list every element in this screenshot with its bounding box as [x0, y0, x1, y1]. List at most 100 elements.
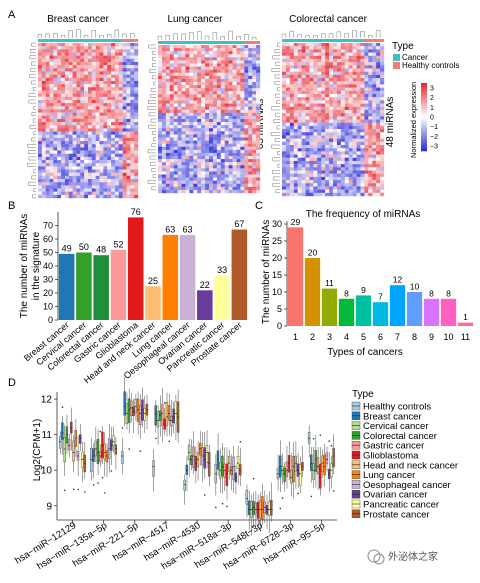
- heatmap-cell: [197, 88, 202, 92]
- heatmap-cell: [161, 69, 167, 73]
- heatmap-cell: [209, 60, 214, 64]
- heatmap-cell: [364, 167, 369, 171]
- heatmap-cell: [103, 77, 108, 82]
- heatmap-cell: [248, 149, 253, 154]
- heatmap-cell: [161, 85, 167, 89]
- heatmap-cell: [193, 48, 198, 52]
- heatmap-cell: [380, 138, 385, 143]
- panel-b-bar-value: 22: [200, 280, 210, 290]
- heatmap-cell: [134, 188, 139, 192]
- heatmap-cell: [248, 186, 253, 191]
- heatmap-cell: [165, 112, 170, 117]
- heatmap-cell: [212, 51, 218, 55]
- heatmap-cell: [305, 87, 310, 92]
- heatmap-annotation-cell: [169, 41, 174, 44]
- heatmap-cell: [118, 87, 123, 91]
- heatmap-cell: [57, 153, 62, 158]
- panel-d-box: [112, 435, 115, 446]
- heatmap-cell: [348, 103, 353, 107]
- heatmap-cell: [297, 189, 302, 194]
- heatmap-annotation-cell: [99, 39, 104, 42]
- heatmap-cell: [189, 156, 194, 160]
- heatmap-cell: [68, 77, 73, 82]
- heatmap-annotation-cell: [201, 41, 206, 44]
- heatmap-cell: [376, 90, 381, 95]
- heatmap-cell: [99, 49, 104, 53]
- heatmap-cell: [228, 128, 233, 132]
- panel-d-box: [299, 464, 302, 486]
- heatmap-cell: [352, 71, 357, 76]
- heatmap-cell: [380, 87, 385, 92]
- heatmap-cell: [305, 58, 310, 63]
- heatmap-cell: [130, 131, 135, 135]
- heatmap-cell: [205, 54, 210, 58]
- heatmap-cell: [45, 87, 50, 91]
- heatmap-cell: [348, 180, 353, 184]
- heatmap-cell: [99, 185, 104, 189]
- heatmap-cell: [236, 140, 241, 144]
- heatmap-cell: [122, 80, 127, 85]
- heatmap-cell: [209, 189, 214, 194]
- heatmap-cell: [185, 134, 190, 138]
- heatmap-cell: [76, 46, 81, 50]
- heatmap-cell: [158, 180, 163, 184]
- heatmap-cell: [126, 141, 131, 145]
- heatmap-cell: [134, 150, 139, 154]
- heatmap-cell: [61, 80, 66, 85]
- heatmap-cell: [173, 88, 178, 92]
- heatmap-cell: [53, 46, 58, 50]
- heatmap-cell: [126, 55, 131, 60]
- panel-d-box: [183, 479, 186, 491]
- heatmap-cell: [282, 74, 287, 79]
- heatmap-cell: [333, 125, 338, 130]
- heatmap-cell: [293, 94, 298, 98]
- heatmap-cell: [364, 138, 369, 143]
- heatmap-cell: [53, 182, 58, 186]
- heatmap-cell: [111, 172, 116, 177]
- heatmap-cell: [333, 74, 338, 79]
- heatmap-cell: [220, 106, 225, 110]
- heatmap-annotation-cell: [333, 39, 338, 42]
- heatmap-cell: [169, 94, 174, 98]
- heatmap-cell: [165, 115, 170, 120]
- heatmap-cell: [329, 97, 334, 101]
- heatmap-cell: [158, 57, 163, 61]
- heatmap-cell: [282, 94, 287, 98]
- heatmap-cell: [364, 109, 369, 114]
- heatmap-cell: [236, 156, 241, 160]
- heatmap-cell: [372, 113, 377, 117]
- heatmap-annotation-cell: [317, 39, 322, 42]
- heatmap-cell: [220, 186, 225, 191]
- heatmap-cell: [309, 106, 314, 111]
- heatmap-cell: [209, 137, 214, 141]
- heatmap-cell: [216, 149, 221, 154]
- heatmap-cell: [212, 159, 218, 163]
- heatmap-cell: [189, 88, 194, 92]
- heatmap-cell: [368, 160, 373, 165]
- heatmap-cell: [103, 43, 108, 47]
- heatmap-cell: [313, 81, 318, 85]
- heatmap-cell: [80, 175, 85, 180]
- heatmap-cell: [376, 52, 381, 56]
- heatmap-cell: [209, 143, 214, 147]
- heatmap-cell: [103, 147, 108, 151]
- heatmap-cell: [356, 125, 361, 130]
- heatmap-cell: [282, 129, 287, 133]
- heatmap-cell: [114, 125, 119, 129]
- heatmap-cell: [205, 134, 210, 138]
- heatmap-cell: [209, 177, 214, 181]
- heatmap-cell: [293, 81, 298, 85]
- heatmap-cell: [244, 60, 249, 64]
- heatmap-cell: [297, 135, 302, 139]
- heatmap-cell: [285, 173, 291, 178]
- heatmap-cell: [313, 106, 318, 111]
- heatmap-cell: [252, 82, 257, 86]
- heatmap-cell: [126, 172, 131, 177]
- heatmap-cell: [252, 103, 257, 107]
- heatmap-cell: [161, 149, 167, 154]
- heatmap-cell: [340, 192, 345, 197]
- panel-b-ytick-label: 60: [43, 234, 53, 244]
- heatmap-cell: [126, 65, 131, 69]
- heatmap-cell: [352, 148, 357, 152]
- heatmap-cell: [76, 194, 81, 199]
